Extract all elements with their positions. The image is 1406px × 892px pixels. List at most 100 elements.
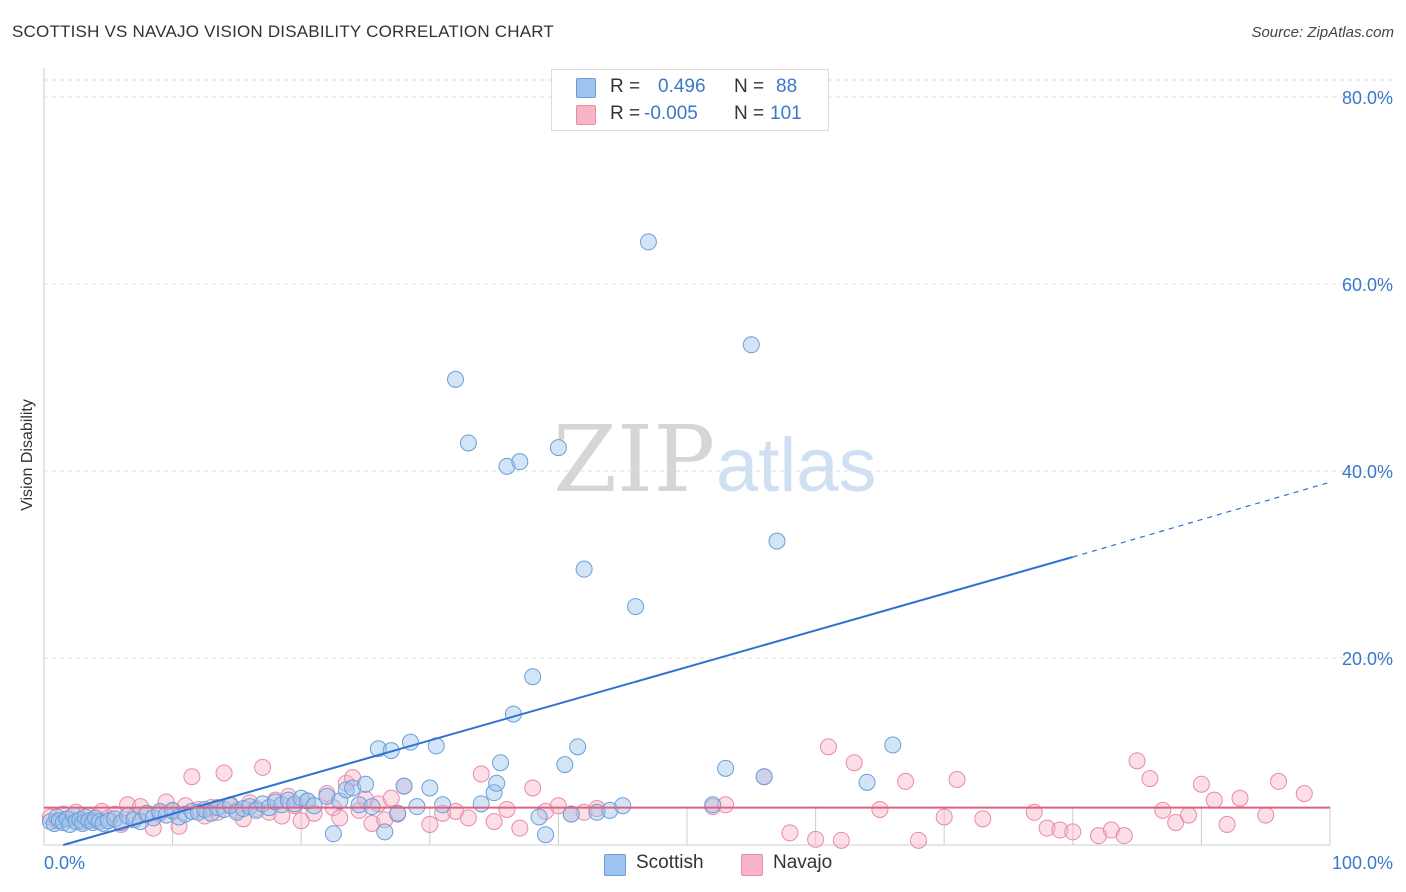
navajo-point [1141,770,1159,788]
navajo-point [485,813,503,831]
scottish-point [537,826,555,844]
navajo-point [897,772,915,790]
navajo-point [183,768,201,786]
navajo-point [472,765,490,783]
source-label: Source: ZipAtlas.com [1251,24,1394,41]
navajo-point [717,796,735,814]
scottish-point [524,668,542,686]
navajo-swatch [576,105,596,125]
navajo-point [1128,752,1146,770]
x-tick-label: 100.0% [1332,853,1393,873]
watermark-zip: ZIP [553,406,715,513]
scottish-point [717,759,735,777]
scottish-point [556,756,574,774]
navajo-point [974,810,992,828]
scottish-point [395,777,413,795]
scottish-point [305,797,323,815]
scottish-point [614,797,632,815]
navajo-point [1270,772,1288,790]
scottish-point [742,336,760,354]
scottish-point [627,598,645,616]
scottish-point [389,804,407,822]
navajo-point [832,831,850,849]
scottish-point [858,773,876,791]
y-tick-label: 20.0% [1342,649,1393,669]
navajo-point [524,779,542,797]
r-label: R = [610,76,641,97]
scottish-point [99,812,117,830]
scottish-point [768,532,786,550]
scottish-point [498,457,516,475]
scottish-point [434,796,452,814]
scottish-point [369,740,387,758]
scottish-point [318,787,336,805]
n-label: N = [734,76,765,97]
scottish-point [472,795,490,813]
navajo-point [215,764,233,782]
navajo-point [157,793,175,811]
scottish-point [488,774,506,792]
navajo-point [1231,789,1249,807]
y-tick-label: 80.0% [1342,88,1393,108]
n-value: 88 [776,76,798,97]
r-label: R = [610,103,641,124]
navajo-point [1180,806,1198,824]
chart-title: SCOTTISH VS NAVAJO VISION DISABILITY COR… [12,22,554,41]
n-value: 101 [770,103,802,124]
scottish-point [344,779,362,797]
navajo-point [871,800,889,818]
navajo-point [498,800,516,818]
navajo-point [1167,814,1185,832]
scottish-point [447,370,465,388]
scottish-point [569,738,587,756]
scottish-point [350,796,368,814]
n-label: N = [734,103,765,124]
scottish-trendline [63,556,1074,846]
scottish-point [376,823,394,841]
navajo-point [1090,827,1108,845]
x-tick-label: 0.0% [44,853,85,873]
scottish-point [492,754,510,772]
scottish-point [639,233,657,251]
navajo-point [511,819,529,837]
navajo-point [781,824,799,842]
navajo-point [819,738,837,756]
scottish-point [549,439,567,457]
navajo-point [421,815,439,833]
scottish-legend-swatch [604,854,626,876]
scottish-point [562,805,580,823]
scottish-trendline-extension [1072,481,1331,558]
scottish-point [530,808,548,826]
navajo-point [382,789,400,807]
navajo-point [1295,785,1313,803]
watermark-atlas: atlas [716,423,877,508]
navajo-point [292,812,310,830]
scottish-point [45,814,63,832]
scottish-point [459,434,477,452]
navajo-point [1064,823,1082,841]
navajo-point [807,830,825,848]
scottish-point [511,453,529,471]
navajo-point [935,808,953,826]
navajo-point [1038,819,1056,837]
navajo-point [1051,821,1069,839]
scottish-point [324,825,342,843]
scottish-point [575,560,593,578]
navajo-point [948,771,966,789]
scottish-point [884,736,902,754]
scottish-point [601,801,619,819]
navajo-point [331,809,349,827]
scottish-point [337,781,355,799]
scottish-point [755,768,773,786]
navajo-point [1257,806,1275,824]
navajo-point [1192,775,1210,793]
scottish-point [202,804,220,822]
scottish-point [247,801,265,819]
scottish-swatch [576,78,596,98]
navajo-point [1218,815,1236,833]
r-value: 0.496 [658,76,706,97]
navajo-point [845,754,863,772]
navajo-point [909,831,927,849]
y-tick-label: 40.0% [1342,462,1393,482]
